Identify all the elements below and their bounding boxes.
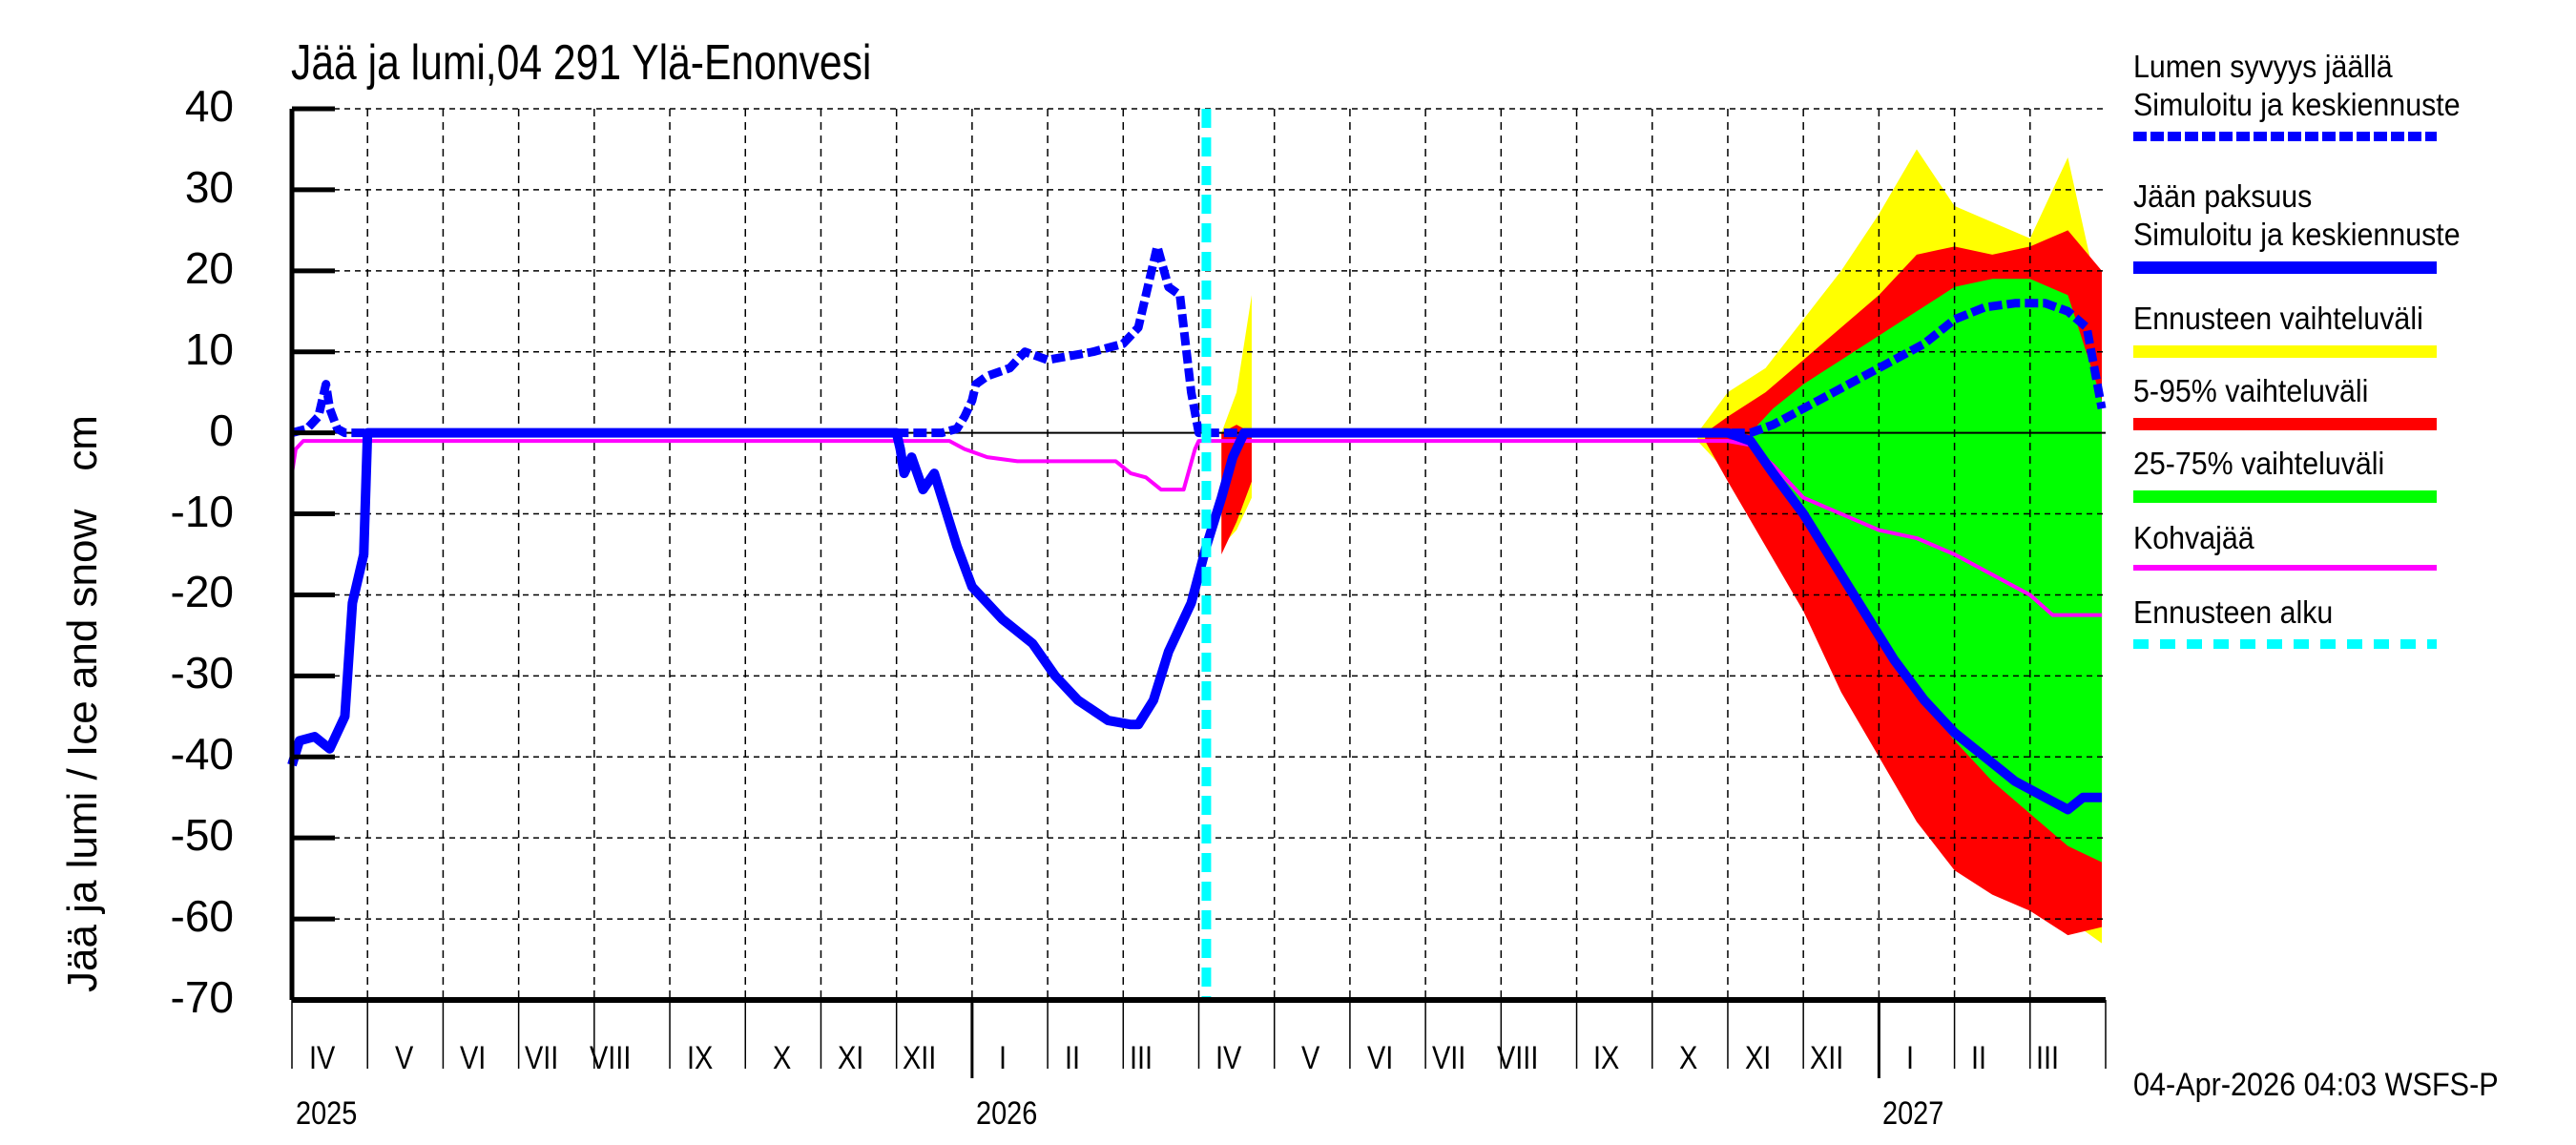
x-month-label: V (1301, 1040, 1320, 1076)
x-year-label: 2027 (1882, 1095, 1944, 1132)
legend-swatch-icon (2133, 490, 2437, 503)
x-month-label: III (2036, 1040, 2060, 1076)
x-month-label: VI (460, 1040, 487, 1076)
y-axis-label: Jää ja lumi / Ice and snowcm (59, 267, 107, 992)
x-month-label: XI (1744, 1040, 1771, 1076)
x-month-label: VIII (590, 1040, 632, 1076)
y-tick-label: 30 (184, 161, 234, 212)
chart-title: Jää ja lumi,04 291 Ylä-Enonvesi (291, 35, 872, 91)
legend-label: Kohvajää (2133, 520, 2254, 555)
footer-timestamp: 04-Apr-2026 04:03 WSFS-P (2133, 1067, 2499, 1103)
y-tick-label: -60 (170, 891, 234, 942)
legend-label: 25-75% vaihteluväli (2133, 446, 2385, 481)
x-month-label: XII (903, 1040, 937, 1076)
x-month-label: II (1064, 1040, 1080, 1076)
data-series (287, 109, 2107, 1000)
x-month-label: XI (838, 1040, 864, 1076)
x-month-label: XII (1809, 1040, 1844, 1076)
legend-swatch-icon (2133, 418, 2437, 430)
x-month-label: VII (1431, 1040, 1466, 1076)
y-tick-label: -50 (170, 810, 234, 861)
legend-item: Ennusteen vaihteluväli (2133, 300, 2572, 358)
legend-label: 5-95% vaihteluväli (2133, 373, 2369, 408)
x-year-label: 2025 (296, 1095, 358, 1132)
x-month-label: VI (1366, 1040, 1393, 1076)
y-tick-label: 10 (184, 323, 234, 374)
legend-item: 25-75% vaihteluväli (2133, 445, 2572, 503)
legend-item: Ennusteen alku (2133, 593, 2572, 649)
legend-item: Jään paksuus Simuloitu ja keskiennuste (2133, 177, 2572, 274)
x-month-label: II (1971, 1040, 1987, 1076)
legend-label: Jään paksuus (2133, 178, 2313, 214)
x-year-label: 2026 (975, 1095, 1038, 1132)
y-tick-label: -20 (170, 567, 234, 617)
x-month-label: I (1905, 1040, 1915, 1076)
legend-label: Lumen syvyys jäällä (2133, 49, 2393, 84)
legend-item: Kohvajää (2133, 519, 2572, 571)
legend-item: 5-95% vaihteluväli (2133, 372, 2572, 430)
axes-frame (289, 106, 2107, 1078)
x-month-label: VIII (1496, 1040, 1539, 1076)
x-month-label: III (1129, 1040, 1153, 1076)
x-month-label: V (394, 1040, 414, 1076)
forecast-range-bands (1221, 149, 2103, 944)
x-month-label: X (772, 1040, 792, 1076)
legend-swatch-icon (2133, 565, 2437, 571)
legend-swatch-icon (2133, 345, 2437, 358)
x-month-label: IV (308, 1040, 335, 1076)
legend-swatch-icon (2133, 261, 2437, 274)
y-tick-label: 20 (184, 242, 234, 293)
x-month-label: I (999, 1040, 1008, 1076)
x-month-label: IX (1593, 1040, 1620, 1076)
legend-sublabel: Simuloitu ja keskiennuste (2133, 217, 2461, 252)
legend-swatch-icon (2133, 639, 2437, 649)
legend-swatch-icon (2133, 132, 2437, 141)
x-month-label: IX (686, 1040, 713, 1076)
y-tick-label: -70 (170, 972, 234, 1022)
x-month-label: IV (1215, 1040, 1242, 1076)
legend-label: Ennusteen alku (2133, 594, 2334, 630)
x-month-label: X (1679, 1040, 1698, 1076)
y-tick-label: 0 (209, 405, 234, 455)
y-tick-label: -10 (170, 486, 234, 536)
legend-item: Lumen syvyys jäällä Simuloitu ja keskienn… (2133, 48, 2572, 141)
x-month-label: VII (525, 1040, 559, 1076)
legend-label: Ennusteen vaihteluväli (2133, 301, 2423, 336)
y-tick-label: -40 (170, 729, 234, 780)
legend-sublabel: Simuloitu ja keskiennuste (2133, 87, 2461, 122)
y-tick-label: -30 (170, 648, 234, 698)
y-tick-label: 40 (184, 81, 234, 131)
